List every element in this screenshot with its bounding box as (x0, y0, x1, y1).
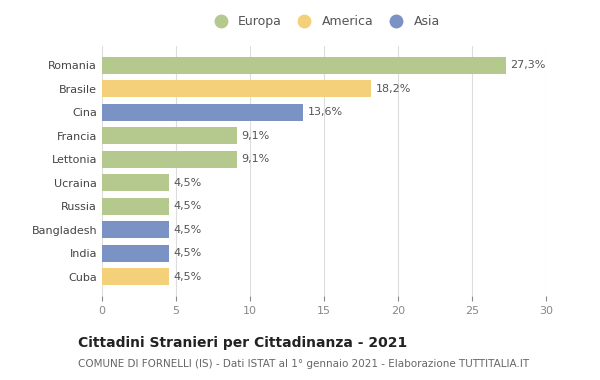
Bar (102, 268, 169, 285)
Text: 13,6%: 13,6% (308, 108, 343, 117)
Text: 18,2%: 18,2% (376, 84, 411, 94)
Bar (102, 245, 169, 261)
Legend: Europa, America, Asia: Europa, America, Asia (205, 12, 443, 32)
Bar (102, 198, 169, 215)
Bar (102, 127, 236, 144)
Text: COMUNE DI FORNELLI (IS) - Dati ISTAT al 1° gennaio 2021 - Elaborazione TUTTITALI: COMUNE DI FORNELLI (IS) - Dati ISTAT al … (78, 359, 529, 369)
Bar (102, 151, 236, 168)
Text: 4,5%: 4,5% (173, 201, 201, 211)
Bar (102, 174, 169, 191)
Text: 4,5%: 4,5% (173, 225, 201, 234)
Bar (102, 81, 371, 97)
Text: Cittadini Stranieri per Cittadinanza - 2021: Cittadini Stranieri per Cittadinanza - 2… (78, 336, 407, 350)
Bar (102, 104, 303, 121)
Text: 4,5%: 4,5% (173, 178, 201, 188)
Text: 9,1%: 9,1% (241, 131, 269, 141)
Text: 4,5%: 4,5% (173, 272, 201, 282)
Bar (102, 57, 506, 74)
Text: 4,5%: 4,5% (173, 248, 201, 258)
Text: 9,1%: 9,1% (241, 154, 269, 164)
Text: 27,3%: 27,3% (511, 60, 546, 70)
Bar (102, 221, 169, 238)
